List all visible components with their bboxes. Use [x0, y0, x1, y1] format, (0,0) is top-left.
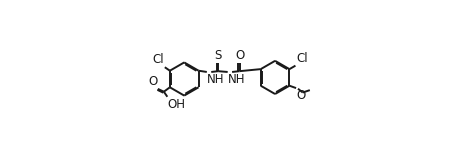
Text: OH: OH — [168, 98, 186, 111]
Text: Cl: Cl — [296, 52, 307, 65]
Text: NH: NH — [207, 73, 225, 86]
Text: Cl: Cl — [153, 53, 164, 66]
Text: O: O — [235, 49, 244, 62]
Text: O: O — [296, 89, 306, 102]
Text: NH: NH — [228, 73, 246, 86]
Text: S: S — [214, 49, 222, 62]
Text: O: O — [148, 75, 157, 88]
